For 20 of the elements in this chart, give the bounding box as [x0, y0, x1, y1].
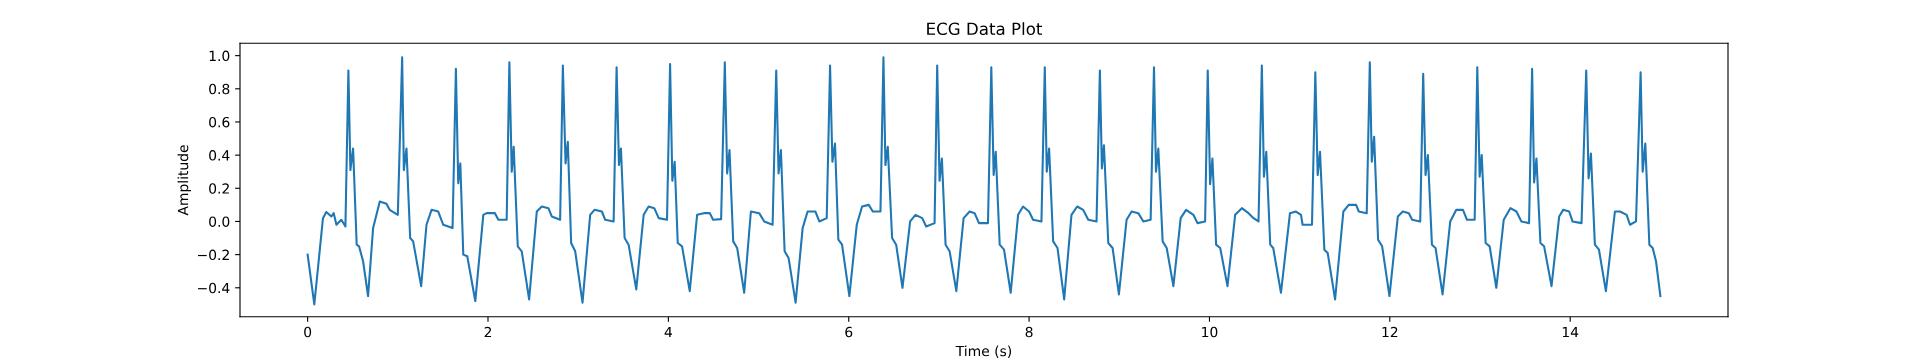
y-tick-label: −0.4 — [198, 282, 230, 294]
y-tick-label: 0.4 — [209, 150, 230, 161]
y-tick-label: 0.8 — [209, 83, 230, 95]
x-tick-label: 6 — [845, 326, 853, 338]
line-series — [306, 56, 1662, 306]
y-tick-label: 0.0 — [209, 216, 230, 227]
chart-title: ECG Data Plot — [927, 22, 1043, 36]
y-tick-label: −0.2 — [198, 249, 229, 261]
x-tick-label: 12 — [1382, 326, 1398, 338]
y-tick-label: 1.0 — [209, 50, 230, 62]
y-tick-label: 0.2 — [209, 183, 229, 194]
y-tick-label: 0.6 — [209, 116, 230, 128]
x-tick-label: 10 — [1202, 326, 1218, 338]
x-tick-label: 0 — [304, 326, 312, 338]
x-tick-label: 14 — [1562, 326, 1579, 338]
x-axis-title: Time (s) — [955, 345, 1012, 358]
y-axis-title: Amplitude — [177, 145, 191, 216]
x-tick-label: 4 — [664, 326, 672, 338]
x-tick-label: 8 — [1025, 326, 1033, 338]
x-tick-label: 2 — [484, 326, 492, 338]
